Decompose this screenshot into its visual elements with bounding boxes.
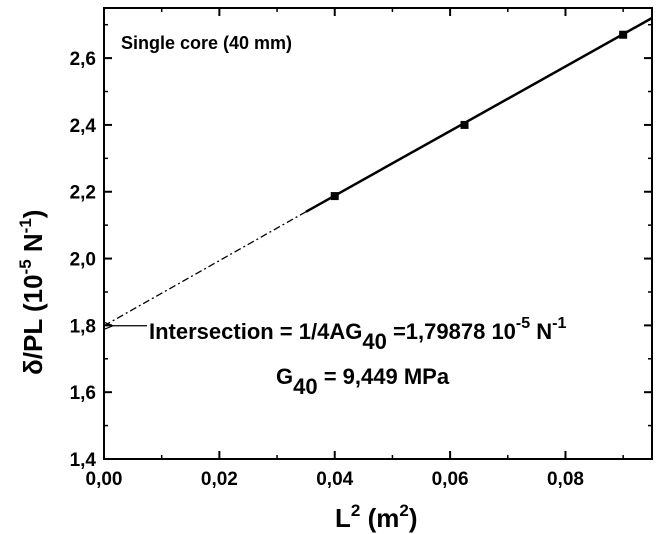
data-points	[330, 30, 628, 201]
y-tick-label: 1,8	[70, 316, 96, 337]
data-point	[330, 192, 339, 201]
y-tick-label: 1,4	[70, 450, 97, 471]
intersection-sub: 40	[362, 329, 386, 354]
axis-tick-labels: 0,00 0,02 0,04 0,06 0,08 1,4 1,6 1,8 2,0 2,2 2,4 2,…	[70, 49, 584, 490]
intersection-sup: -5	[516, 315, 530, 332]
modulus-sub: 40	[293, 374, 317, 399]
intersection-sup2: -1	[552, 315, 566, 332]
y-tick-label: 2,6	[70, 49, 96, 70]
plot-frame	[103, 7, 653, 460]
fit-line	[305, 16, 653, 213]
x-axis-title: L2 (m2)	[335, 501, 418, 533]
extrapolation-line	[103, 211, 307, 327]
modulus-annotation: G40 = 9,449 MPa	[276, 364, 450, 399]
y-axis-title: δ/PL (10-5 N-1)	[16, 210, 48, 375]
axis-ticks	[103, 8, 652, 460]
y-tick-label: 2,2	[70, 183, 96, 204]
x-tick-label: 0,04	[316, 469, 353, 490]
data-point	[460, 120, 469, 129]
y-axis-title-sup: -5	[16, 259, 35, 274]
intersection-annotation: Intersection = 1/4AG40 =1,79878 10-5 N-1	[149, 315, 566, 354]
y-tick-label: 1,6	[70, 383, 96, 404]
y-tick-label: 2,0	[70, 250, 96, 271]
data-point	[619, 30, 628, 39]
inset-label: Single core (40 mm)	[121, 33, 292, 53]
x-tick-label: 0,06	[432, 469, 469, 490]
x-tick-label: 0,00	[86, 469, 123, 490]
plot-lines	[103, 16, 653, 327]
x-axis-title-sup: 2	[351, 501, 360, 520]
x-tick-label: 0,02	[201, 469, 238, 490]
y-tick-label: 2,4	[70, 116, 97, 137]
x-tick-label: 0,08	[547, 469, 584, 490]
y-axis-title-sup2: -1	[16, 218, 35, 233]
x-axis-unit-sup: 2	[399, 501, 408, 520]
